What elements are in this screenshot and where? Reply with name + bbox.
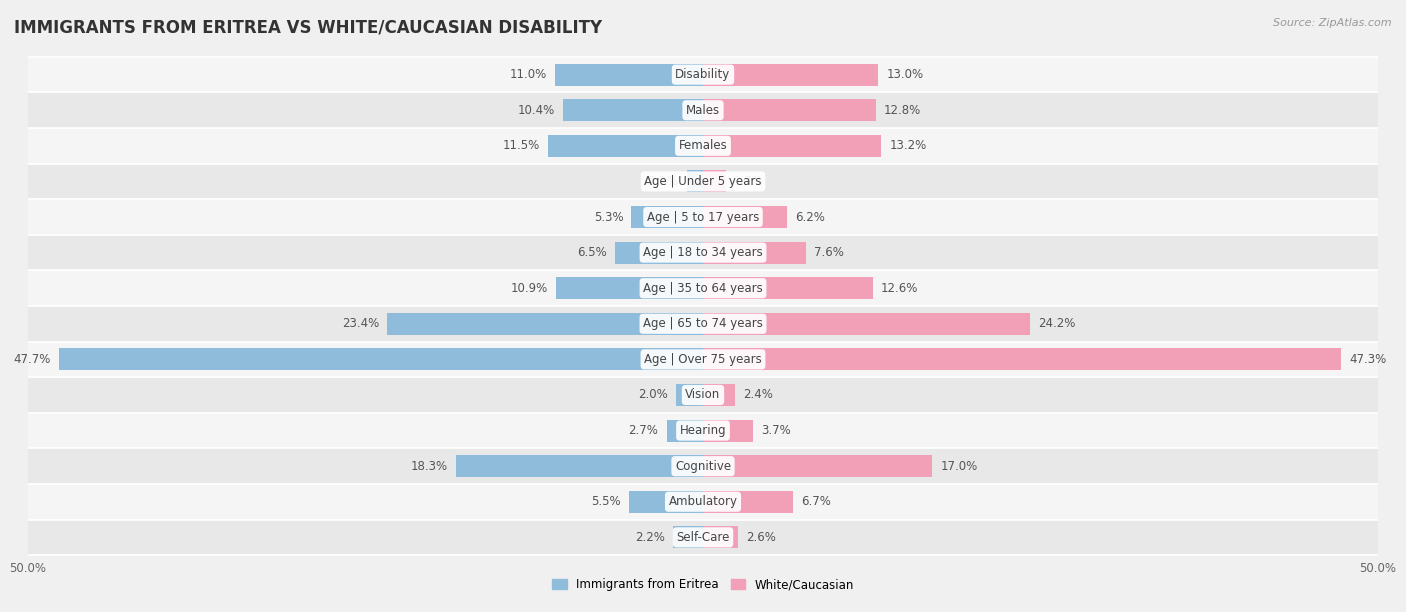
Bar [631, 206, 703, 228]
Text: 7.6%: 7.6% [814, 246, 844, 259]
Bar [28, 520, 1378, 555]
Text: Age | Over 75 years: Age | Over 75 years [644, 353, 762, 366]
Bar [686, 170, 703, 192]
Text: IMMIGRANTS FROM ERITREA VS WHITE/CAUCASIAN DISABILITY: IMMIGRANTS FROM ERITREA VS WHITE/CAUCASI… [14, 18, 602, 36]
Text: 2.0%: 2.0% [638, 389, 668, 401]
Bar [28, 449, 1378, 484]
Bar [676, 384, 703, 406]
Text: Cognitive: Cognitive [675, 460, 731, 472]
Bar [28, 484, 1378, 520]
Bar [703, 99, 876, 121]
Bar [28, 163, 1378, 200]
Bar [28, 235, 1378, 271]
Text: 12.8%: 12.8% [884, 104, 921, 117]
Bar [554, 64, 703, 86]
Bar [28, 341, 1378, 377]
Bar [666, 420, 703, 442]
Bar [703, 455, 932, 477]
Bar [703, 384, 735, 406]
Text: Ambulatory: Ambulatory [668, 495, 738, 508]
Bar [703, 170, 725, 192]
Text: Vision: Vision [685, 389, 721, 401]
Text: 11.5%: 11.5% [502, 140, 540, 152]
Bar [703, 420, 754, 442]
Bar [703, 135, 882, 157]
Bar [703, 206, 787, 228]
Bar [703, 348, 1341, 370]
Text: 47.7%: 47.7% [14, 353, 51, 366]
Bar [555, 277, 703, 299]
Bar [562, 99, 703, 121]
Text: Age | Under 5 years: Age | Under 5 years [644, 175, 762, 188]
Text: 13.0%: 13.0% [887, 68, 924, 81]
Bar [28, 128, 1378, 163]
Text: 1.2%: 1.2% [648, 175, 679, 188]
Text: Age | 5 to 17 years: Age | 5 to 17 years [647, 211, 759, 223]
Bar [28, 306, 1378, 341]
Bar [387, 313, 703, 335]
Bar [28, 412, 1378, 449]
Text: Females: Females [679, 140, 727, 152]
Text: Self-Care: Self-Care [676, 531, 730, 544]
Bar [548, 135, 703, 157]
Text: 2.2%: 2.2% [636, 531, 665, 544]
Bar [28, 57, 1378, 92]
Bar [28, 200, 1378, 235]
Text: Age | 18 to 34 years: Age | 18 to 34 years [643, 246, 763, 259]
Text: 2.7%: 2.7% [628, 424, 658, 437]
Bar [703, 313, 1029, 335]
Bar [28, 92, 1378, 128]
Text: 3.7%: 3.7% [761, 424, 790, 437]
Text: 1.7%: 1.7% [734, 175, 763, 188]
Text: 6.2%: 6.2% [794, 211, 825, 223]
Text: Age | 35 to 64 years: Age | 35 to 64 years [643, 282, 763, 295]
Text: 13.2%: 13.2% [889, 140, 927, 152]
Bar [59, 348, 703, 370]
Text: Age | 65 to 74 years: Age | 65 to 74 years [643, 317, 763, 330]
Text: 24.2%: 24.2% [1038, 317, 1076, 330]
Text: 2.4%: 2.4% [744, 389, 773, 401]
Bar [28, 377, 1378, 412]
Bar [703, 277, 873, 299]
Text: 12.6%: 12.6% [882, 282, 918, 295]
Bar [28, 271, 1378, 306]
Text: 5.3%: 5.3% [593, 211, 623, 223]
Text: Source: ZipAtlas.com: Source: ZipAtlas.com [1274, 18, 1392, 28]
Text: 10.9%: 10.9% [510, 282, 548, 295]
Text: 11.0%: 11.0% [509, 68, 547, 81]
Text: Disability: Disability [675, 68, 731, 81]
Bar [673, 526, 703, 548]
Text: 47.3%: 47.3% [1350, 353, 1386, 366]
Text: 6.7%: 6.7% [801, 495, 831, 508]
Bar [616, 242, 703, 264]
Bar [628, 491, 703, 513]
Text: 18.3%: 18.3% [411, 460, 449, 472]
Text: Hearing: Hearing [679, 424, 727, 437]
Bar [703, 242, 806, 264]
Text: 5.5%: 5.5% [591, 495, 620, 508]
Bar [456, 455, 703, 477]
Bar [703, 526, 738, 548]
Text: Males: Males [686, 104, 720, 117]
Text: 23.4%: 23.4% [342, 317, 380, 330]
Bar [703, 64, 879, 86]
Bar [703, 491, 793, 513]
Legend: Immigrants from Eritrea, White/Caucasian: Immigrants from Eritrea, White/Caucasian [548, 573, 858, 596]
Text: 17.0%: 17.0% [941, 460, 977, 472]
Text: 2.6%: 2.6% [747, 531, 776, 544]
Text: 10.4%: 10.4% [517, 104, 554, 117]
Text: 6.5%: 6.5% [578, 246, 607, 259]
